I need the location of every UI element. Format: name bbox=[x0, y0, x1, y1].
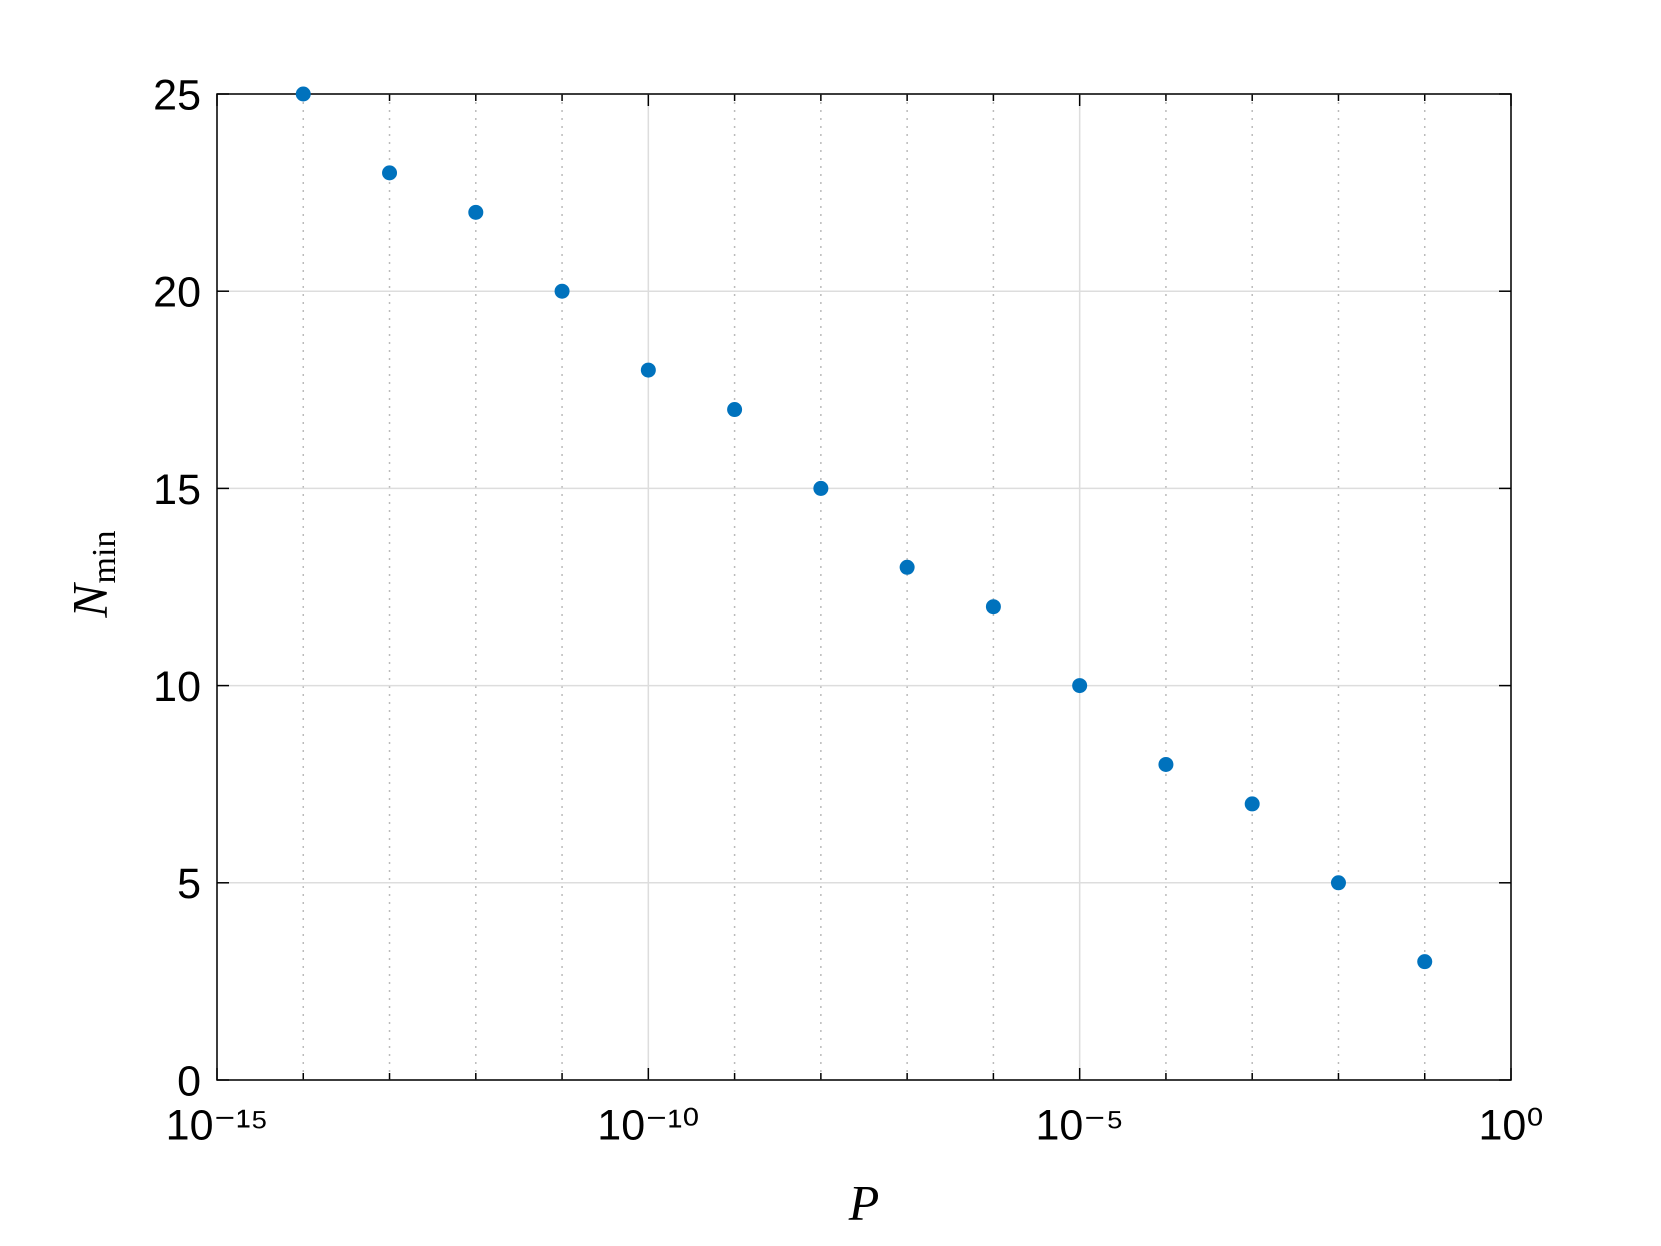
point bbox=[1330, 875, 1346, 891]
point bbox=[727, 402, 743, 418]
x-tick-label: 10⁰ bbox=[1478, 1101, 1543, 1149]
x-tick-label: 10⁻¹⁰ bbox=[597, 1101, 699, 1149]
point bbox=[1158, 756, 1174, 772]
x-tick-label: 10⁻⁵ bbox=[1035, 1101, 1123, 1149]
y-tick-label: 5 bbox=[177, 860, 201, 908]
x-axis-label: P bbox=[848, 1174, 880, 1230]
point bbox=[382, 165, 398, 181]
y-axis-label: N min bbox=[61, 531, 122, 619]
point bbox=[1417, 954, 1433, 970]
x-tick-label: 10⁻¹⁵ bbox=[166, 1101, 269, 1149]
point bbox=[985, 599, 1001, 615]
point bbox=[554, 283, 570, 299]
point bbox=[295, 86, 311, 102]
y-tick-label: 0 bbox=[177, 1057, 201, 1105]
y-tick-label: 15 bbox=[153, 466, 201, 514]
point bbox=[899, 559, 915, 575]
point bbox=[813, 480, 829, 496]
y-axis-label-main: N bbox=[61, 582, 117, 619]
y-tick-label: 20 bbox=[153, 269, 201, 317]
plot-frame bbox=[216, 93, 1512, 1081]
y-axis-label-sub: min bbox=[86, 531, 123, 584]
point bbox=[1244, 796, 1260, 812]
point bbox=[468, 204, 484, 220]
y-tick-label: 25 bbox=[153, 71, 201, 119]
y-tick-label: 10 bbox=[153, 663, 201, 711]
point bbox=[640, 362, 656, 378]
point bbox=[1072, 678, 1088, 694]
